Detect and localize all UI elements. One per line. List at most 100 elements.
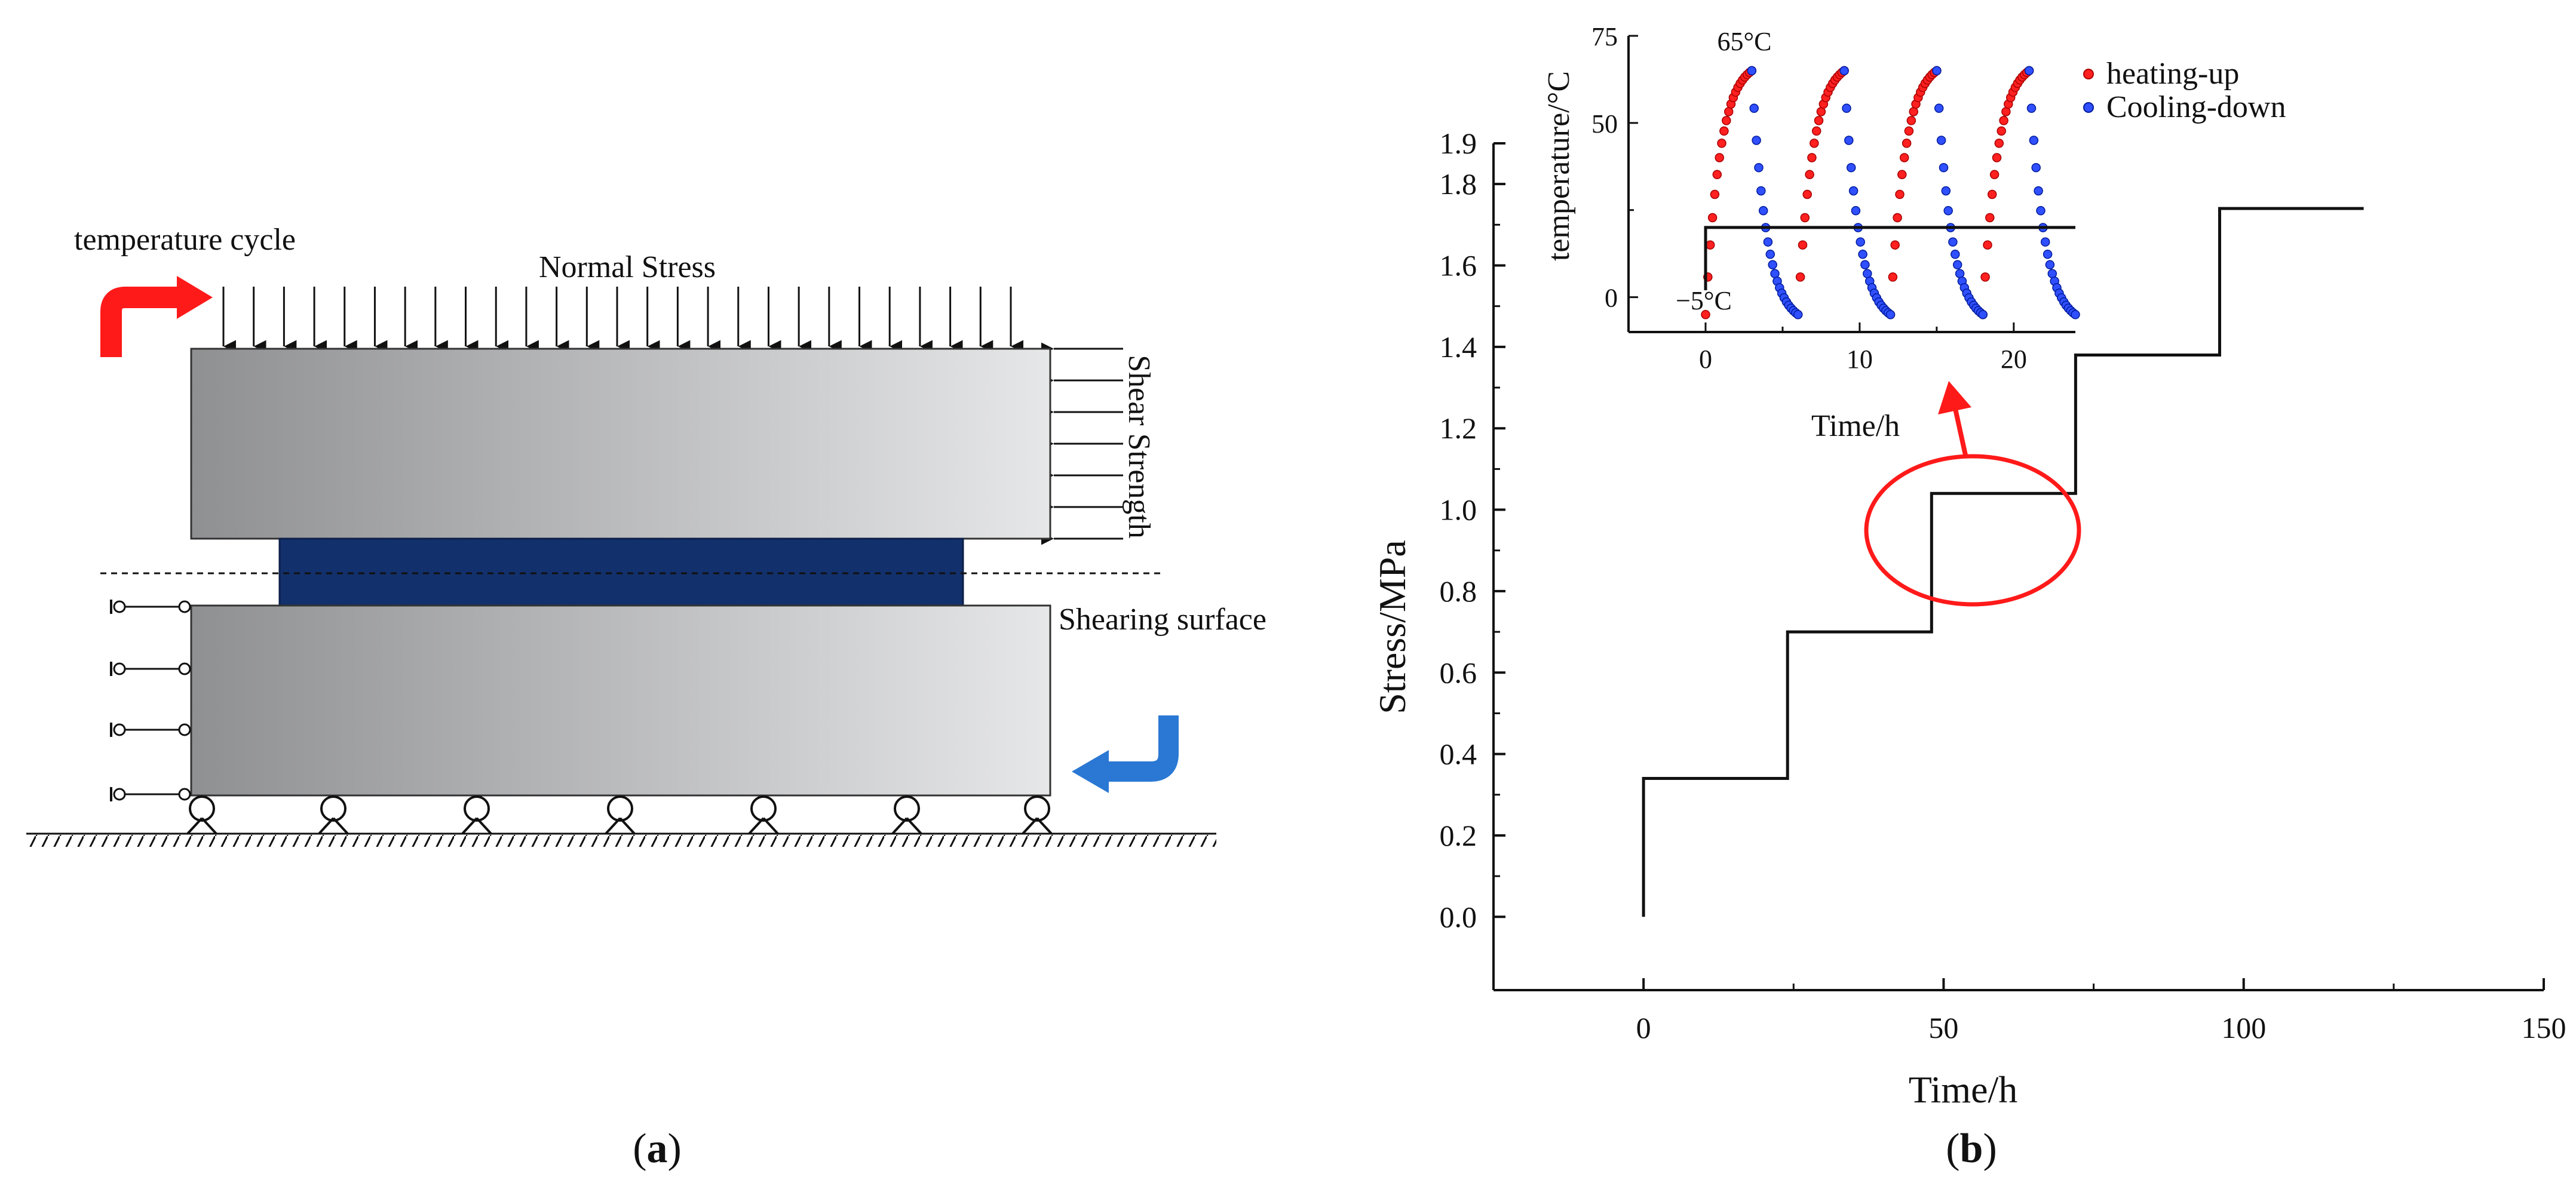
cooling-down-point bbox=[1941, 186, 1951, 196]
cooling-down-point bbox=[1978, 310, 1988, 319]
heating-up-point bbox=[1897, 170, 1907, 180]
main-y-tick-label: 1.8 bbox=[1440, 167, 1477, 201]
pin-support-icon bbox=[110, 600, 191, 614]
specimen-layer bbox=[278, 537, 964, 607]
cooling-down-series bbox=[1747, 66, 2080, 319]
shear-strength-label: Shear Strength bbox=[1122, 355, 1156, 539]
inset-background bbox=[1613, 27, 2115, 350]
inset-max-temp-annotation: 65°C bbox=[1718, 27, 1772, 56]
inset-y-axis-title: temperature/°C bbox=[1542, 71, 1576, 261]
main-x-tick-label: 150 bbox=[2522, 1011, 2566, 1044]
main-y-tick-label: 1.2 bbox=[1440, 411, 1477, 445]
cooling-down-point bbox=[2045, 260, 2055, 270]
cooling-down-point bbox=[1885, 310, 1896, 319]
inset-y-tick-label: 75 bbox=[1591, 22, 1618, 51]
main-x-tick-label: 50 bbox=[1928, 1011, 1958, 1044]
heating-up-point bbox=[1717, 139, 1726, 148]
heating-up-point bbox=[1899, 153, 1909, 162]
cooling-down-point bbox=[1756, 186, 1766, 196]
cooling-down-point bbox=[1936, 136, 1946, 145]
lower-shear-block bbox=[190, 604, 1051, 797]
main-y-tick-label: 1.4 bbox=[1440, 330, 1477, 364]
main-y-tick-label: 1.9 bbox=[1440, 127, 1477, 160]
cooling-down-point bbox=[1839, 66, 1849, 76]
inset-reference-line bbox=[1704, 226, 2075, 290]
cooling-down-point bbox=[1848, 186, 1859, 196]
panel-a-diagram: temperature cycle Normal Stress Shear St… bbox=[26, 223, 1266, 1172]
main-chart-axes bbox=[1492, 143, 2544, 991]
heating-up-point bbox=[1800, 213, 1810, 223]
cooling-down-point bbox=[2047, 269, 2057, 278]
heating-up-point bbox=[1811, 126, 1821, 136]
inset-axes bbox=[1627, 36, 2075, 333]
heating-up-point bbox=[1805, 170, 1814, 180]
inset-temperature-chart: 0 50 75 0 10 20 65°C −5°C Time/h temperature/… bbox=[1542, 22, 2286, 443]
cooling-down-point bbox=[1860, 260, 1870, 270]
heating-up-point bbox=[1895, 189, 1905, 199]
heating-up-point bbox=[1997, 126, 2006, 136]
heating-up-point bbox=[2001, 107, 2011, 116]
cooling-down-point bbox=[2024, 66, 2034, 76]
heating-up-point bbox=[1999, 116, 2008, 125]
heating-up-point bbox=[1816, 107, 1826, 116]
cooling-down-point bbox=[1846, 162, 1856, 173]
heating-up-point bbox=[1992, 153, 2002, 162]
cooling-down-point bbox=[1934, 103, 1944, 113]
legend-cooling-marker bbox=[2083, 102, 2094, 113]
roller-support-icon bbox=[1022, 795, 1053, 835]
main-y-tick-label: 1.6 bbox=[1440, 249, 1477, 282]
cooling-down-point bbox=[2029, 136, 2039, 145]
panel-b-label: (b) bbox=[1946, 1126, 1997, 1172]
heating-up-point bbox=[1707, 213, 1718, 223]
cooling-down-point bbox=[2034, 186, 2043, 196]
heating-up-point bbox=[1983, 240, 1992, 250]
heating-up-point bbox=[1719, 126, 1729, 136]
cooling-down-point bbox=[1754, 162, 1764, 173]
cooling-down-point bbox=[1856, 237, 1865, 247]
heating-up-point bbox=[1893, 213, 1902, 223]
main-x-tick-label: 0 bbox=[1636, 1011, 1651, 1044]
main-x-axis-title: Time/h bbox=[1909, 1068, 2018, 1111]
main-y-tick-label: 1.0 bbox=[1440, 493, 1477, 527]
roller-support-icon bbox=[891, 795, 922, 835]
heating-up-point bbox=[1994, 139, 2004, 148]
heating-up-point bbox=[1906, 116, 1916, 125]
roller-supports bbox=[186, 795, 1053, 835]
cooling-down-point bbox=[2036, 206, 2046, 216]
inset-ticks: 0 50 75 0 10 20 bbox=[1591, 22, 2027, 374]
heating-up-point bbox=[1989, 170, 2000, 180]
heating-up-point bbox=[1710, 189, 1720, 199]
heating-up-point bbox=[1722, 116, 1731, 125]
panel-b-main-chart: 0.00.20.40.60.81.01.21.41.61.81.90 50 100 1… bbox=[1371, 127, 2566, 1172]
heating-up-point bbox=[1795, 272, 1805, 282]
roller-support-icon bbox=[186, 795, 217, 835]
normal-stress-label: Normal Stress bbox=[539, 250, 716, 284]
legend-heating-marker bbox=[2083, 69, 2094, 79]
normal-stress-arrows bbox=[222, 287, 1023, 353]
cooling-down-point bbox=[1943, 206, 1953, 216]
cooling-down-point bbox=[1747, 66, 1757, 76]
heating-up-point bbox=[1980, 272, 1990, 282]
cooling-down-point bbox=[1952, 260, 1962, 270]
heating-up-point bbox=[1705, 240, 1715, 250]
pin-support-icon bbox=[110, 787, 191, 801]
heating-up-point bbox=[1814, 116, 1824, 125]
highlight-ellipse bbox=[1864, 454, 2081, 607]
highlight-arrowhead-icon bbox=[1938, 381, 1971, 414]
cooling-down-point bbox=[1939, 162, 1949, 173]
legend-heating-label: heating-up bbox=[2106, 57, 2239, 91]
cooling-down-point bbox=[1770, 269, 1780, 278]
main-chart-ticks: 0.00.20.40.60.81.01.21.41.61.81.90 50 100 1… bbox=[1440, 127, 2566, 1044]
curved-arrow-left-icon bbox=[1072, 715, 1179, 793]
main-y-tick-label: 0.8 bbox=[1440, 574, 1477, 608]
heating-up-point bbox=[1802, 189, 1812, 199]
cooling-down-point bbox=[1948, 237, 1958, 247]
roller-support-icon bbox=[318, 795, 349, 835]
cooling-down-point bbox=[2026, 103, 2037, 113]
cooling-down-point bbox=[1758, 206, 1768, 216]
inset-min-temp-annotation: −5°C bbox=[1676, 286, 1732, 315]
pin-support-icon bbox=[110, 662, 191, 676]
roller-support-icon bbox=[748, 795, 779, 835]
highlight-arrow-line bbox=[1952, 405, 1968, 456]
main-y-axis-title: Stress/MPa bbox=[1371, 540, 1413, 714]
